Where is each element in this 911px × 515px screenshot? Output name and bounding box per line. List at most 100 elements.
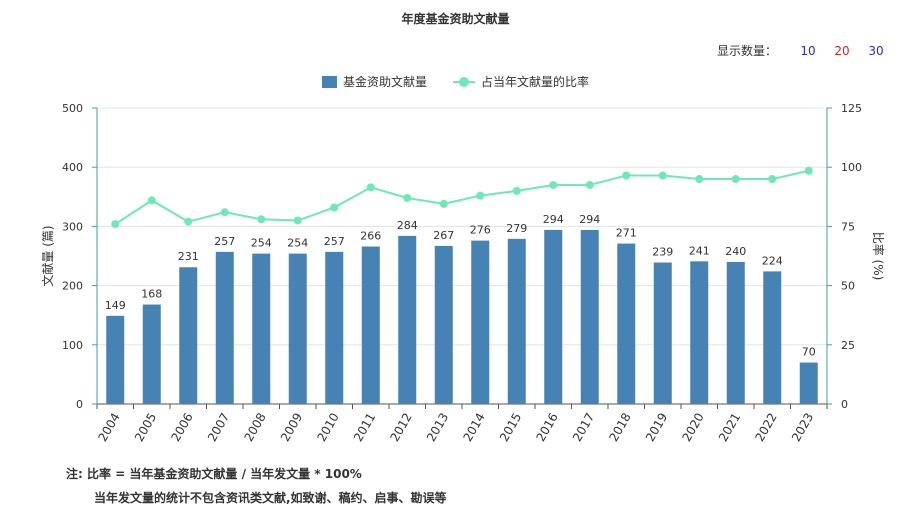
ratio-point-2015 bbox=[512, 186, 521, 195]
bar-2022 bbox=[763, 271, 782, 404]
ratio-point-2011 bbox=[366, 183, 375, 192]
x-tick-label: 2022 bbox=[752, 411, 779, 444]
x-tick-label: 2012 bbox=[387, 411, 414, 444]
ratio-point-2005 bbox=[147, 196, 156, 205]
bar-value-label: 231 bbox=[178, 250, 199, 263]
ratio-point-2021 bbox=[731, 175, 740, 184]
ratio-point-2012 bbox=[403, 193, 412, 202]
x-tick-label: 2023 bbox=[789, 411, 816, 444]
bar-2008 bbox=[252, 253, 271, 404]
bar-2006 bbox=[179, 267, 198, 404]
x-tick-label: 2016 bbox=[533, 411, 560, 444]
bar-2015 bbox=[507, 238, 526, 404]
legend-item-ratio[interactable]: 占当年文献量的比率 bbox=[453, 73, 589, 90]
bar-value-label: 241 bbox=[689, 244, 710, 257]
legend-bar-swatch bbox=[321, 75, 337, 88]
bar-value-label: 240 bbox=[725, 245, 746, 258]
bar-value-label: 257 bbox=[214, 235, 235, 248]
bar-value-label: 267 bbox=[433, 229, 454, 242]
ratio-line bbox=[114, 169, 809, 225]
bar-value-label: 224 bbox=[762, 254, 783, 267]
bar-2016 bbox=[544, 229, 563, 404]
bar-2011 bbox=[361, 246, 380, 404]
y-tick-label: 200 bbox=[62, 280, 83, 293]
show-count-label: 显示数量： bbox=[716, 44, 777, 58]
x-tick-label: 2014 bbox=[460, 411, 487, 444]
y2-tick-label: 50 bbox=[841, 280, 855, 293]
bar-2021 bbox=[726, 261, 745, 404]
bar-value-label: 168 bbox=[141, 288, 162, 301]
ratio-point-2006 bbox=[184, 217, 193, 226]
bar-2017 bbox=[580, 229, 599, 404]
y2-tick-label: 0 bbox=[841, 398, 848, 411]
chart-title: 年度基金资助文献量 bbox=[401, 12, 510, 26]
note-exclusion: 当年发文量的统计不包含资讯类文献,如致谢、稿约、启事、勘误等 bbox=[94, 491, 447, 505]
bar-value-label: 294 bbox=[579, 213, 600, 226]
note-ratio-formula: 注: 比率 = 当年基金资助文献量 / 当年发文量 * 100% bbox=[66, 467, 362, 481]
x-tick-label: 2009 bbox=[278, 411, 305, 444]
y2-tick-label: 100 bbox=[841, 161, 862, 174]
bar-value-label: 279 bbox=[506, 222, 527, 235]
bar-2007 bbox=[215, 251, 234, 404]
ratio-point-2022 bbox=[768, 175, 777, 184]
ratio-point-2010 bbox=[330, 203, 339, 212]
y-tick-label: 400 bbox=[62, 161, 83, 174]
y2-tick-label: 25 bbox=[841, 339, 855, 352]
chart-legend: 基金资助文献量 占当年文献量的比率 bbox=[0, 73, 911, 90]
bar-value-label: 149 bbox=[105, 299, 126, 312]
ratio-point-2007 bbox=[220, 208, 229, 217]
x-tick-label: 2018 bbox=[606, 411, 633, 444]
ratio-point-2017 bbox=[585, 180, 594, 189]
ratio-point-2013 bbox=[439, 199, 448, 208]
legend-label-funded-count: 基金资助文献量 bbox=[342, 75, 427, 89]
y-axis-title: 文献量 (篇) bbox=[40, 225, 55, 286]
x-tick-label: 2005 bbox=[132, 411, 159, 444]
bar-2018 bbox=[617, 243, 636, 404]
x-tick-label: 2013 bbox=[424, 411, 451, 444]
ratio-point-2020 bbox=[695, 175, 704, 184]
ratio-point-2016 bbox=[549, 180, 558, 189]
bar-value-label: 254 bbox=[287, 237, 308, 250]
bar-2004 bbox=[106, 315, 125, 404]
bar-2010 bbox=[325, 251, 344, 404]
y2-tick-label: 125 bbox=[841, 102, 862, 115]
bar-2020 bbox=[690, 261, 709, 404]
ratio-point-2019 bbox=[658, 171, 667, 180]
bar-value-label: 284 bbox=[397, 219, 418, 232]
bar-value-label: 294 bbox=[543, 213, 564, 226]
bar-value-label: 70 bbox=[802, 346, 816, 359]
show-count-selector: 显示数量： 10 20 30 bbox=[717, 42, 893, 59]
show-count-option-30[interactable]: 30 bbox=[868, 43, 884, 58]
x-tick-label: 2017 bbox=[570, 411, 597, 444]
ratio-point-2014 bbox=[476, 191, 485, 200]
bar-2012 bbox=[398, 235, 417, 404]
ratio-point-2009 bbox=[293, 216, 302, 225]
y2-tick-label: 75 bbox=[841, 220, 855, 233]
ratio-point-2004 bbox=[111, 220, 120, 229]
x-tick-label: 2011 bbox=[351, 411, 378, 444]
legend-label-ratio: 占当年文献量的比率 bbox=[481, 75, 590, 89]
bar-2014 bbox=[471, 240, 490, 404]
x-tick-label: 2020 bbox=[679, 411, 706, 444]
ratio-point-2018 bbox=[622, 171, 631, 180]
x-tick-label: 2010 bbox=[314, 411, 341, 444]
show-count-option-20[interactable]: 20 bbox=[834, 43, 850, 58]
bar-value-label: 266 bbox=[360, 230, 381, 243]
bar-value-label: 271 bbox=[616, 227, 637, 240]
y2-axis-title: 比率 (%) bbox=[871, 232, 886, 281]
x-tick-label: 2021 bbox=[716, 411, 743, 444]
bar-value-label: 257 bbox=[324, 235, 345, 248]
x-tick-label: 2019 bbox=[643, 411, 670, 444]
y-tick-label: 100 bbox=[62, 339, 83, 352]
bar-2013 bbox=[434, 245, 453, 404]
ratio-point-2023 bbox=[804, 166, 813, 175]
bar-value-label: 239 bbox=[652, 246, 673, 259]
show-count-option-10[interactable]: 10 bbox=[800, 43, 816, 58]
legend-line-swatch bbox=[453, 76, 475, 88]
bar-value-label: 276 bbox=[470, 224, 491, 237]
legend-item-funded-count[interactable]: 基金资助文献量 bbox=[321, 73, 427, 90]
y-tick-label: 300 bbox=[62, 220, 83, 233]
x-tick-label: 2008 bbox=[241, 411, 268, 444]
bar-2019 bbox=[653, 262, 672, 404]
